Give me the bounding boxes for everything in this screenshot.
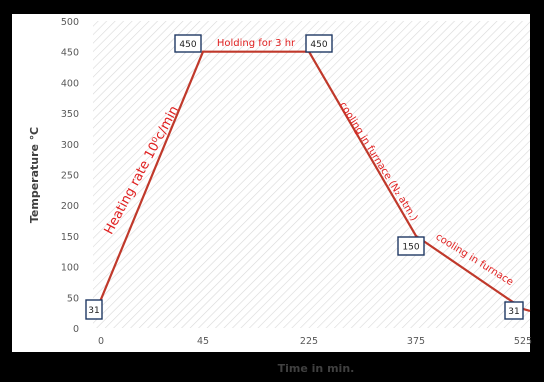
point-label: 31 — [88, 306, 99, 316]
x-axis-ticks: 0 45 225 375 525 — [98, 336, 532, 347]
point-label-box — [504, 301, 524, 320]
series-line-segment — [95, 50, 205, 311]
y-tick-label: 50 — [67, 293, 79, 304]
x-tick-label: 0 — [98, 336, 104, 347]
x-axis-label: Time in min. — [278, 362, 355, 375]
y-axis-label: Temperature ℃ — [28, 127, 41, 223]
point-label: 450 — [179, 40, 196, 50]
y-tick-label: 300 — [61, 140, 79, 151]
point-label: 150 — [402, 243, 419, 253]
point-label-box — [397, 236, 425, 256]
x-tick-label: 45 — [197, 336, 209, 347]
y-tick-label: 350 — [61, 109, 79, 120]
y-tick-label: 500 — [61, 17, 79, 28]
annotation-label: Holding for 3 hr — [217, 38, 296, 49]
y-axis-ticks: 0 50 100 150 200 250 300 350 400 450 500 — [61, 17, 79, 335]
y-tick-label: 0 — [73, 324, 79, 335]
data-series — [95, 50, 531, 313]
point-label-box — [85, 299, 103, 320]
x-tick-label: 375 — [407, 336, 425, 347]
point-label-box — [174, 34, 202, 53]
point-label: 31 — [508, 307, 519, 317]
y-tick-label: 250 — [61, 171, 79, 182]
y-tick-label: 200 — [61, 201, 79, 212]
y-tick-label: 400 — [61, 78, 79, 89]
y-tick-label: 450 — [61, 48, 79, 59]
series-line-segment — [307, 50, 418, 237]
y-tick-label: 150 — [61, 232, 79, 243]
plot-area — [93, 21, 530, 328]
x-tick-label: 525 — [514, 336, 532, 347]
series-line-segment — [414, 234, 525, 311]
x-tick-label: 225 — [300, 336, 318, 347]
point-label: 450 — [310, 40, 327, 50]
y-tick-label: 100 — [61, 263, 79, 274]
point-labels: 31 450 450 150 31 — [85, 34, 524, 320]
point-label-box — [305, 34, 333, 53]
series-line-tail — [522, 307, 531, 313]
